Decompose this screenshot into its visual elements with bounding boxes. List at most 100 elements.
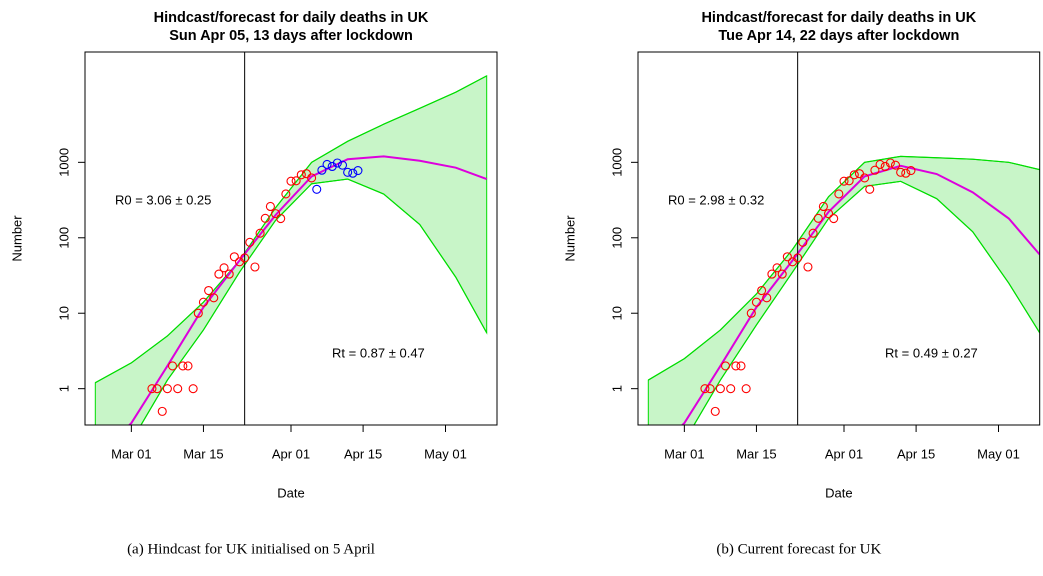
observed-point xyxy=(762,293,772,303)
x-axis-label: Date xyxy=(277,485,304,500)
y-tick-label: 1000 xyxy=(56,148,71,177)
observed-point xyxy=(183,361,193,371)
observed-point xyxy=(270,209,281,219)
observed-point xyxy=(204,285,214,296)
observed-point xyxy=(890,160,901,170)
observed-point xyxy=(255,228,265,238)
y-axis-label: Number xyxy=(562,215,577,262)
observed-point xyxy=(818,201,828,212)
observed-point xyxy=(885,158,895,168)
plot-area xyxy=(647,52,1040,425)
plot-frame xyxy=(637,51,1041,426)
band-upper xyxy=(95,75,487,384)
observed-point xyxy=(901,168,911,178)
observed-point xyxy=(162,384,172,394)
plot-area xyxy=(94,52,488,425)
x-tick-label: Mar 01 xyxy=(664,446,704,461)
future-point xyxy=(332,158,342,168)
observed-point xyxy=(844,176,854,186)
x-tick-label: Mar 01 xyxy=(111,446,151,461)
observed-point xyxy=(265,201,275,212)
observed-point xyxy=(860,173,870,183)
x-tick-label: Apr 15 xyxy=(897,446,935,461)
observed-point xyxy=(751,297,762,307)
future-point xyxy=(353,166,363,176)
observed-point xyxy=(720,361,731,371)
observed-point xyxy=(798,237,808,247)
x-tick-label: Apr 01 xyxy=(825,446,863,461)
observed-point xyxy=(865,184,875,194)
observed-point xyxy=(173,384,183,394)
annotation: R0 = 2.98 ± 0.32 xyxy=(668,192,764,207)
observed-point xyxy=(772,263,782,273)
observed-point xyxy=(767,269,777,279)
observed-point xyxy=(746,308,756,318)
future-point xyxy=(322,159,332,169)
observed-point xyxy=(147,384,157,394)
observed-point xyxy=(849,170,859,180)
observed-point xyxy=(875,159,885,169)
x-tick-label: May 01 xyxy=(424,446,467,461)
annotation: R0 = 3.06 ± 0.25 xyxy=(115,192,211,207)
observed-point xyxy=(240,253,250,263)
observed-point xyxy=(219,263,229,273)
x-tick-label: Apr 15 xyxy=(344,446,382,461)
caption: (a) Hindcast for UK initialised on 5 Apr… xyxy=(127,541,375,557)
observed-point xyxy=(777,269,787,279)
x-tick-label: May 01 xyxy=(977,446,1020,461)
observed-point xyxy=(157,406,167,416)
x-tick-label: Mar 15 xyxy=(736,446,776,461)
observed-point xyxy=(906,166,916,176)
future-point xyxy=(337,160,348,170)
observed-point xyxy=(839,176,849,186)
observed-point xyxy=(229,252,239,262)
future-point xyxy=(312,184,322,194)
observed-point xyxy=(276,213,286,224)
observed-point xyxy=(741,384,751,394)
median-line xyxy=(127,155,488,425)
y-tick-label: 100 xyxy=(56,227,71,249)
observed-point xyxy=(250,262,260,272)
y-tick-label: 10 xyxy=(609,306,624,320)
band-upper xyxy=(647,155,1040,381)
annotation: Rt = 0.49 ± 0.27 xyxy=(885,345,978,360)
observed-point xyxy=(829,213,839,224)
observed-point xyxy=(178,361,188,371)
observed-point xyxy=(870,165,880,175)
y-tick-label: 100 xyxy=(609,227,624,249)
observed-point xyxy=(731,361,741,371)
band-lower xyxy=(140,178,488,425)
band-lower xyxy=(693,180,1040,425)
observed-point xyxy=(715,384,725,394)
observed-point xyxy=(823,209,834,219)
observed-point xyxy=(705,384,715,394)
observed-point xyxy=(813,213,823,223)
observed-point xyxy=(168,361,178,371)
annotation: Rt = 0.87 ± 0.47 xyxy=(332,345,425,360)
y-tick-label: 1 xyxy=(56,385,71,392)
observed-point xyxy=(307,173,317,183)
observed-point xyxy=(782,252,792,262)
observed-point xyxy=(808,228,818,238)
observed-point xyxy=(198,297,208,307)
y-tick-label: 10 xyxy=(56,306,71,320)
observed-point xyxy=(260,213,270,223)
chart-title: Hindcast/forecast for daily deaths in UK xyxy=(701,10,976,26)
observed-point xyxy=(757,285,767,296)
observed-point xyxy=(188,384,198,394)
observed-point xyxy=(710,406,720,416)
median-line xyxy=(680,164,1040,425)
x-tick-label: Mar 15 xyxy=(183,446,223,461)
x-axis-label: Date xyxy=(825,485,852,500)
y-tick-label: 1 xyxy=(609,385,624,392)
observed-point xyxy=(726,384,736,394)
observed-point xyxy=(281,189,291,199)
observed-point xyxy=(896,167,906,177)
x-tick-label: Apr 01 xyxy=(272,446,310,461)
future-point xyxy=(348,168,358,178)
observed-point xyxy=(296,170,306,180)
observed-point xyxy=(803,262,813,272)
observed-point xyxy=(245,237,255,247)
observed-point xyxy=(224,269,234,279)
